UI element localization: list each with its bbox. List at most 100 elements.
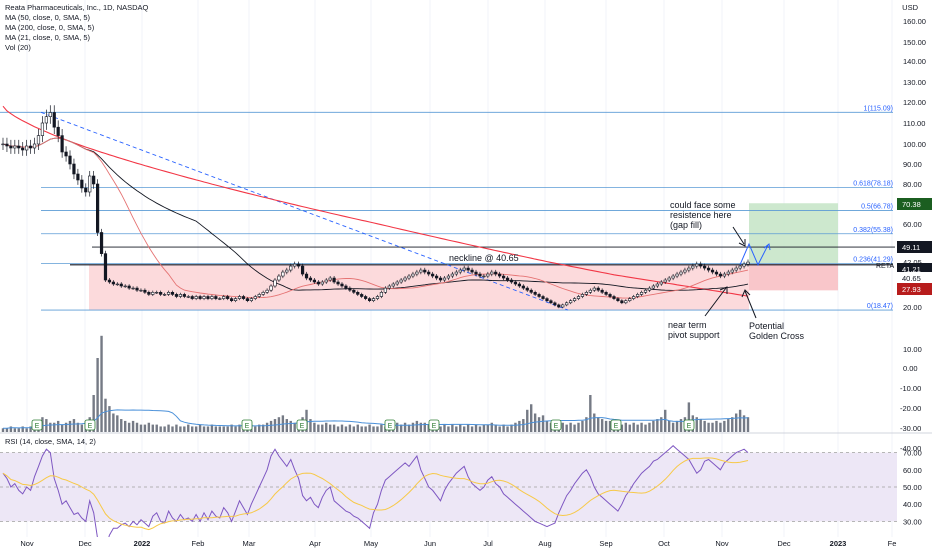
volume-bar (254, 426, 257, 432)
pivot-note: near term pivot support (668, 320, 720, 340)
price-tick-label: 80.00 (903, 180, 922, 189)
candle-body (494, 271, 498, 275)
fib-label: 0.618(78.18) (853, 181, 893, 188)
candle-body (356, 291, 360, 295)
legend-ma200[interactable]: MA (200, close, 0, SMA, 5) (5, 23, 95, 32)
candle-body (206, 296, 210, 299)
volume-tick-label: -40.00 (900, 444, 921, 453)
earnings-marker (84, 419, 96, 431)
legend-vol[interactable]: Vol (20) (5, 43, 31, 52)
volume-bar (222, 426, 225, 432)
candle-body (312, 279, 317, 283)
volume-bar (675, 420, 679, 432)
price-badge (897, 241, 932, 253)
volume-tick-label: -20.00 (900, 404, 921, 413)
volume-bar (727, 419, 730, 432)
candle-body (533, 291, 537, 295)
volume-bar (13, 428, 17, 432)
volume-bar (159, 426, 162, 432)
candle-body (667, 277, 671, 281)
legend-title[interactable]: Reata Pharmaceuticals, Inc., 1D, NASDAQ (5, 3, 149, 12)
volume-bar (624, 422, 628, 432)
candle-body (304, 273, 309, 279)
volume-bar (565, 424, 568, 432)
volume-ma-line (3, 409, 749, 429)
candle-body (360, 294, 364, 297)
volume-bar (482, 424, 486, 432)
candle-body (592, 287, 596, 291)
candle-body (36, 135, 41, 145)
candle-body (450, 273, 454, 277)
volume-bar (486, 424, 490, 432)
volume-bar (116, 415, 119, 432)
candle-body (482, 275, 486, 278)
volume-bar (1, 428, 5, 432)
candle-body (40, 122, 45, 136)
candle-body (710, 269, 715, 273)
candle-body (340, 283, 344, 287)
volume-bar (131, 420, 135, 432)
volume-bar (226, 426, 229, 432)
candle-body (249, 298, 253, 302)
rsi-legend[interactable]: RSI (14, close, SMA, 14, 2) (5, 437, 96, 446)
candle-body (182, 294, 186, 297)
ma50-line (2, 137, 749, 291)
candle-body (155, 291, 159, 294)
earnings-marker-label: E (687, 423, 692, 430)
candle-body (178, 294, 182, 297)
earnings-marker-label: E (614, 423, 619, 430)
candle-body (655, 283, 659, 287)
candle-body (565, 302, 569, 306)
golden-line-2: Golden Cross (749, 331, 805, 341)
candle-body (13, 145, 17, 149)
candle-body (297, 263, 301, 267)
volume-bar (742, 415, 746, 432)
candle-body (549, 300, 553, 304)
candle-body (21, 147, 25, 151)
volume-bar (210, 424, 214, 432)
volume-bar (399, 424, 403, 432)
time-tick-label: Nov (20, 539, 34, 548)
volume-bar (573, 424, 576, 432)
volume-bar (194, 426, 198, 432)
time-tick-label: Aug (538, 539, 551, 548)
legend-ma50[interactable]: MA (50, close, 0, SMA, 5) (5, 13, 91, 22)
volume-bar (711, 422, 714, 432)
price-tick-label: 110.00 (903, 119, 925, 128)
candle-body (486, 273, 490, 277)
candle-body (245, 298, 249, 302)
fib-label: 0.5(66.78) (861, 203, 893, 210)
volume-bar (628, 424, 631, 432)
candle-body (269, 285, 273, 291)
candle-body (636, 294, 640, 297)
volume-bar (364, 426, 367, 432)
candle-body (52, 112, 56, 128)
volume-bar (258, 424, 261, 432)
time-tick-label: Jun (424, 539, 436, 548)
candle-body (84, 187, 88, 193)
candle-body (600, 289, 604, 293)
candle-body (64, 151, 68, 157)
fib-retracement[interactable]: 1(115.09) 0.618(78.18) 0.5(66.78) 0.382(55.… (0, 105, 895, 311)
candle-body (616, 298, 620, 302)
candle-body (257, 294, 261, 297)
candle-body (28, 145, 33, 149)
volume-bar (380, 424, 383, 432)
volume-bar (76, 422, 80, 432)
candle-body (336, 281, 340, 285)
candle-body (683, 269, 687, 273)
candle-body (9, 145, 13, 149)
volume-bar (72, 419, 76, 432)
volume-bar (151, 424, 154, 432)
candle-body (557, 304, 561, 308)
candle-body (569, 300, 573, 304)
candle-body (170, 291, 175, 295)
time-tick-label: Sep (599, 539, 612, 548)
candle-body (273, 279, 277, 287)
legend-ma21[interactable]: MA (21, close, 0, SMA, 5) (5, 33, 91, 42)
volume-bar (455, 426, 458, 432)
candle-body (407, 275, 411, 279)
volume-bar (715, 420, 718, 432)
